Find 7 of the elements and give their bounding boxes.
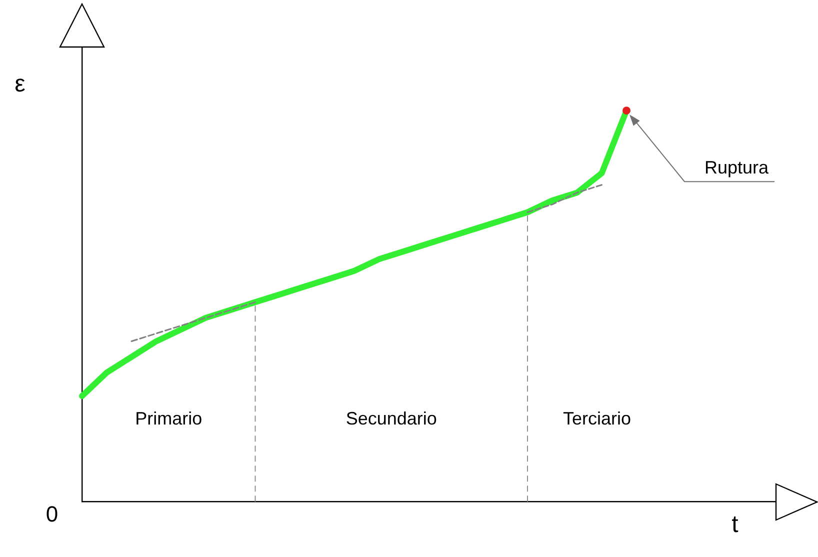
annotation: Secundario <box>346 408 437 429</box>
text: 0 <box>46 502 58 527</box>
x-axis-title: t <box>732 511 739 538</box>
y-axis-title: ε <box>14 70 26 98</box>
annotation: Terciario <box>562 408 632 429</box>
annotation: Primario <box>135 408 202 429</box>
annotation: Ruptura <box>704 158 770 178</box>
